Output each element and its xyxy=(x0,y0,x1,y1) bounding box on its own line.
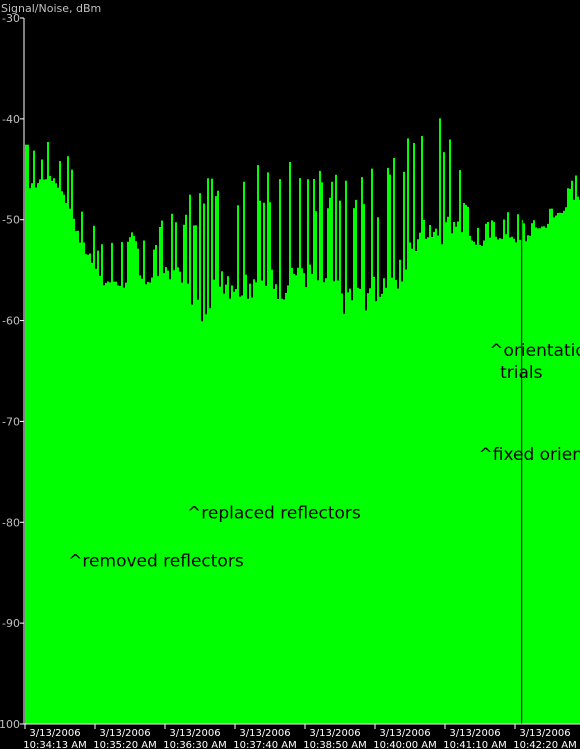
annotation-label: ^orientation xyxy=(489,341,580,361)
x-tick-label-time: 10:41:10 AM xyxy=(443,740,507,749)
x-tick-label-time: 10:35:20 AM xyxy=(93,740,157,749)
annotation-label: ^removed reflectors xyxy=(68,552,244,572)
x-tick-label-date: 3/13/2006 xyxy=(169,728,220,739)
y-tick-label: -100 xyxy=(0,718,20,731)
x-tick-label-date: 3/13/2006 xyxy=(29,728,80,739)
y-tick-labels: -30 -40 -50 -60 -70 -80 -90 -100 xyxy=(0,12,24,731)
y-tick-label: -80 xyxy=(2,516,20,529)
annotation-label: trials xyxy=(500,363,543,383)
y-tick-label: -50 xyxy=(2,214,20,227)
annotation-label: ^replaced reflectors xyxy=(187,503,361,523)
y-tick-label: -60 xyxy=(2,315,20,328)
y-axis-label: Signal/Noise, dBm xyxy=(1,2,101,15)
x-tick-label-date: 3/13/2006 xyxy=(99,728,150,739)
x-tick-label-date: 3/13/2006 xyxy=(379,728,430,739)
x-tick-label-time: 10:36:30 AM xyxy=(163,740,227,749)
x-tick-label-date: 3/13/2006 xyxy=(309,728,360,739)
x-tick-label-date: 3/13/2006 xyxy=(239,728,290,739)
x-tick-label-time: 10:38:50 AM xyxy=(303,740,367,749)
x-tick-label-date: 3/13/2006 xyxy=(519,728,570,739)
x-tick-label-time: 10:37:40 AM xyxy=(233,740,297,749)
x-tick-label-time: 10:34:13 AM xyxy=(23,740,87,749)
x-tick-label-time: 10:42:20 AM xyxy=(513,740,577,749)
x-tick-label-date: 3/13/2006 xyxy=(449,728,500,739)
annotation-label: ^fixed orientation xyxy=(479,445,580,465)
signal-area-series xyxy=(25,118,580,724)
annotations: ^removed reflectors ^replaced reflectors ^… xyxy=(68,341,580,572)
y-tick-label: -40 xyxy=(2,113,20,126)
y-tick-label: -70 xyxy=(2,415,20,428)
y-tick-label: -90 xyxy=(2,617,20,630)
x-tick-label-time: 10:40:00 AM xyxy=(373,740,437,749)
y-tick-label: -30 xyxy=(2,12,20,25)
plot-area xyxy=(25,118,580,724)
